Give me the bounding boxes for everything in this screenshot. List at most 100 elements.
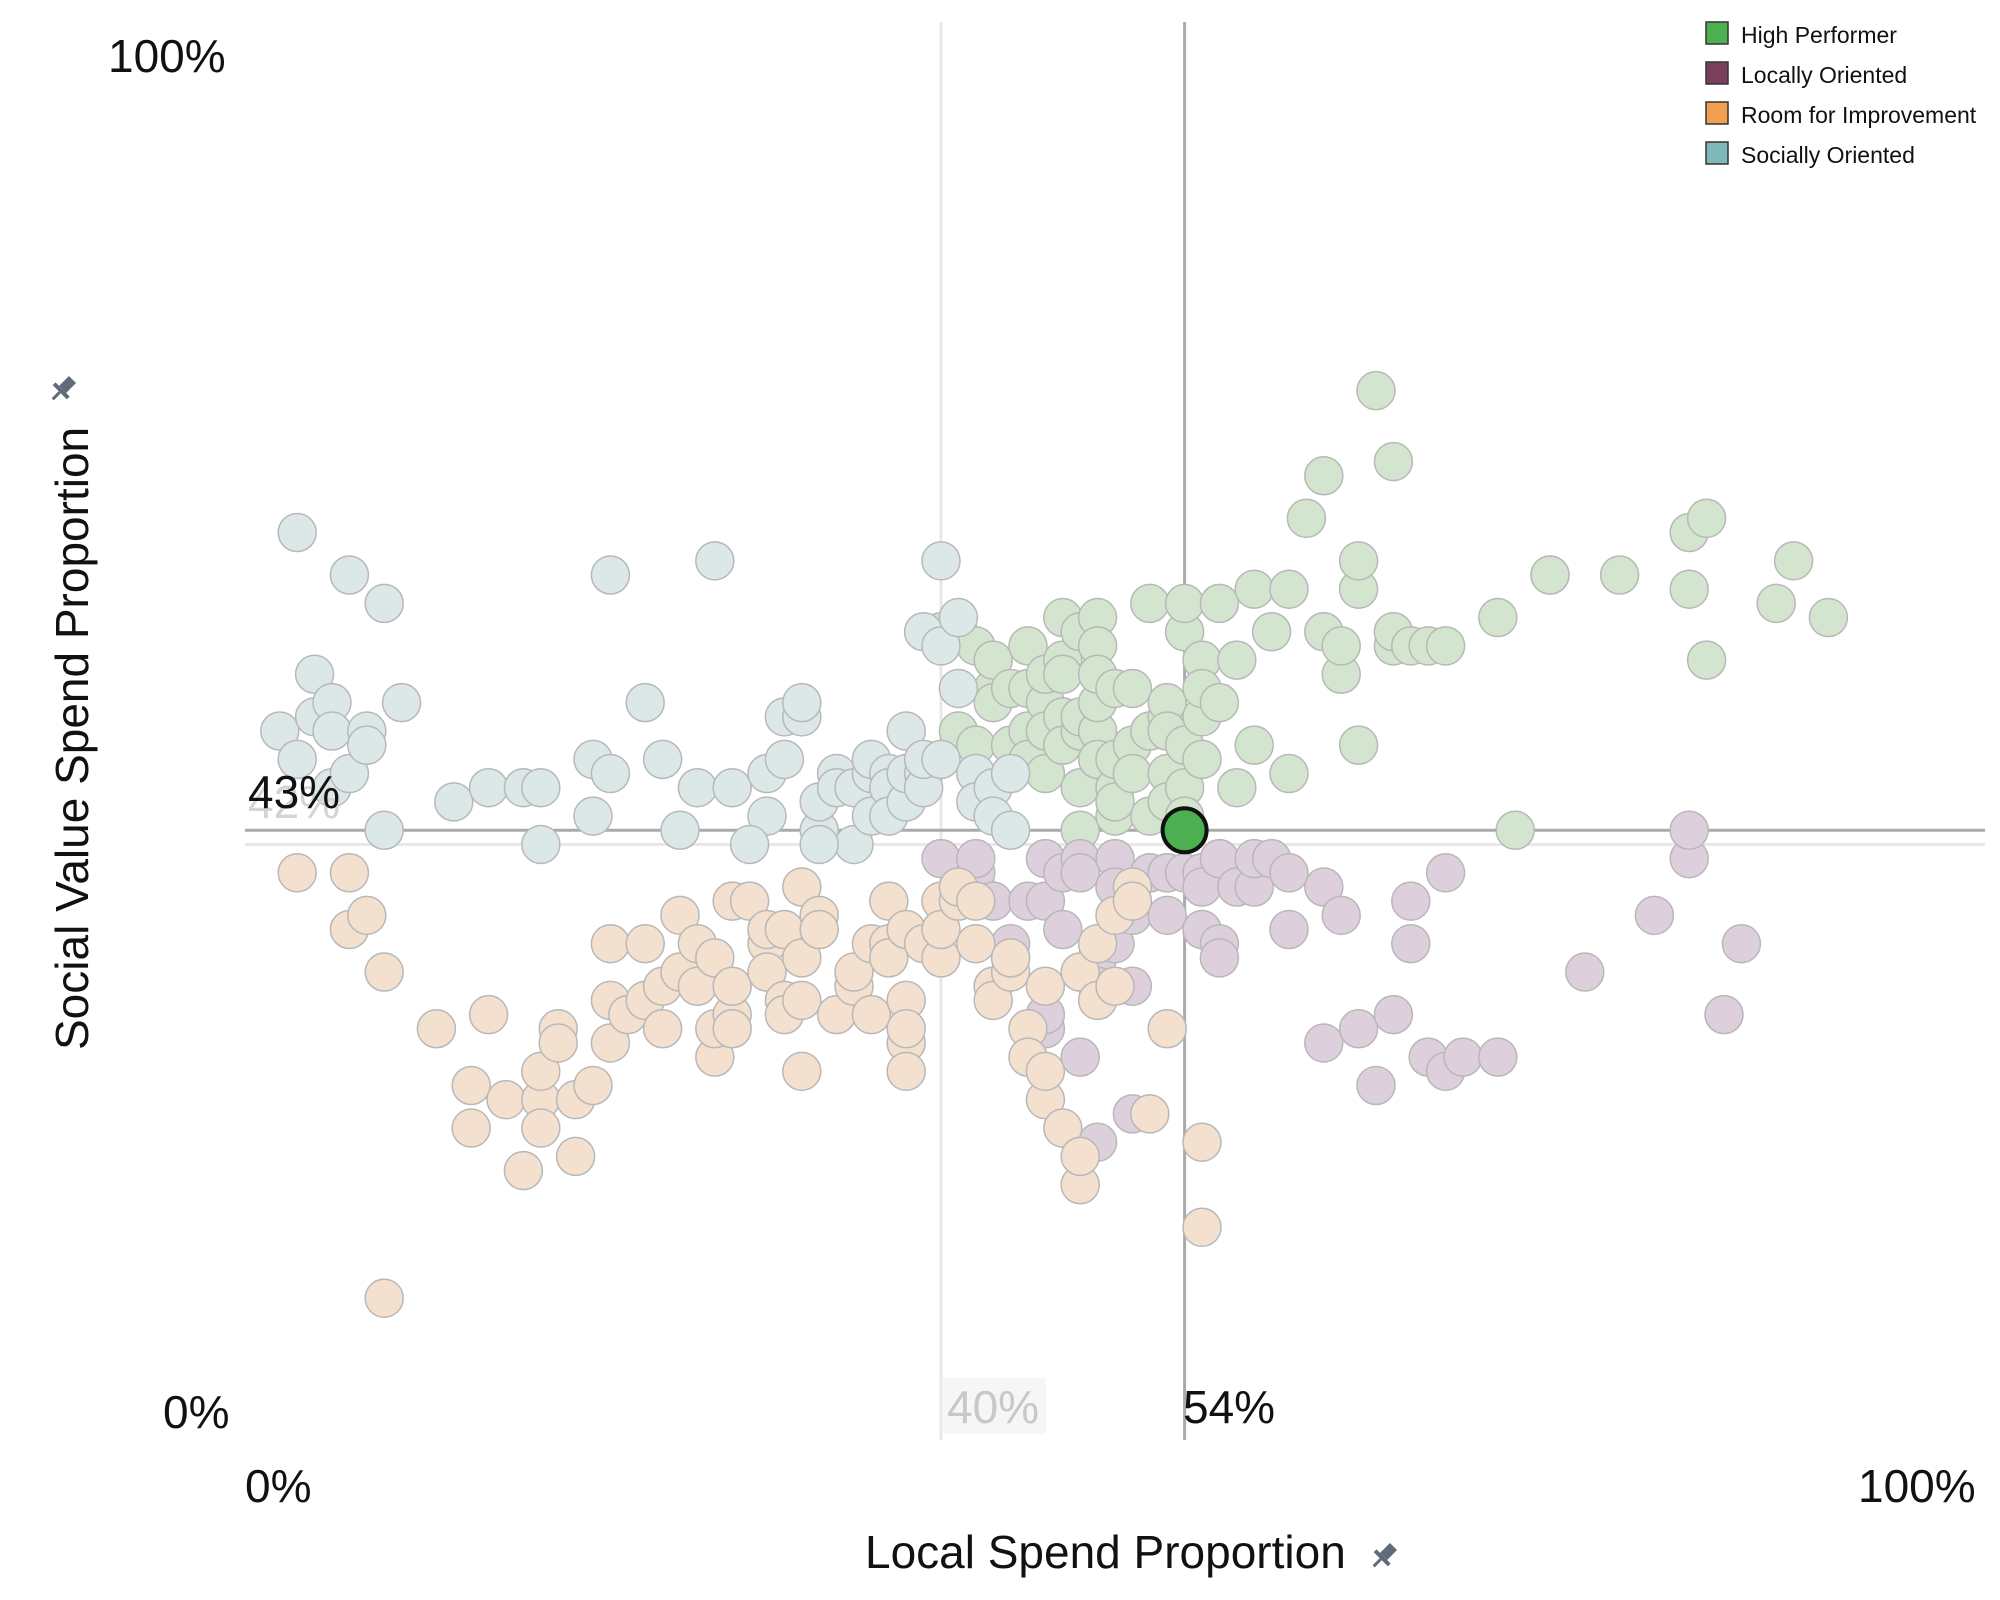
data-point[interactable] <box>486 1079 526 1120</box>
data-point[interactable] <box>364 583 404 624</box>
data-point[interactable] <box>381 682 422 723</box>
data-point[interactable] <box>1634 895 1675 936</box>
data-point[interactable] <box>468 767 509 808</box>
data-point[interactable] <box>973 980 1013 1021</box>
data-point[interactable] <box>956 881 996 921</box>
data-point[interactable] <box>1391 881 1431 921</box>
data-point[interactable] <box>677 767 718 808</box>
data-point[interactable] <box>434 782 474 822</box>
legend-item-high-performer[interactable]: High Performer <box>1705 21 1897 48</box>
data-point[interactable] <box>1199 583 1240 624</box>
data-point[interactable] <box>1147 1009 1187 1049</box>
data-point[interactable] <box>364 952 404 992</box>
legend-item-socially-oriented[interactable]: Socially Oriented <box>1705 141 1915 168</box>
data-point[interactable] <box>1060 952 1100 992</box>
data-point[interactable] <box>1721 923 1762 964</box>
data-point[interactable] <box>1130 1094 1170 1134</box>
data-point[interactable] <box>1060 853 1100 893</box>
data-point[interactable] <box>782 682 822 723</box>
data-point[interactable] <box>747 796 787 836</box>
data-point[interactable] <box>1182 1122 1222 1162</box>
data-point[interactable] <box>921 541 961 581</box>
data-point[interactable] <box>1686 640 1727 680</box>
data-point[interactable] <box>573 796 613 836</box>
data-point[interactable] <box>1373 441 1414 482</box>
data-point[interactable] <box>1269 909 1309 950</box>
data-point[interactable] <box>712 966 752 1006</box>
data-point[interactable] <box>747 952 787 992</box>
data-point[interactable] <box>1756 583 1796 624</box>
data-point[interactable] <box>834 952 874 992</box>
data-point[interactable] <box>990 810 1031 851</box>
data-point[interactable] <box>799 909 839 950</box>
data-point[interactable] <box>782 980 822 1021</box>
y-axis-pin-icon[interactable] <box>46 372 80 406</box>
data-point[interactable] <box>312 711 352 751</box>
legend-item-room-for-improvement[interactable]: Room for Improvement <box>1705 101 1977 128</box>
data-point[interactable] <box>277 512 317 553</box>
data-point[interactable] <box>642 739 683 780</box>
data-point[interactable] <box>1478 1037 1518 1077</box>
data-point[interactable] <box>1008 626 1048 666</box>
data-point[interactable] <box>1095 782 1135 822</box>
data-point[interactable] <box>521 1051 561 1092</box>
data-point[interactable] <box>1147 895 1187 936</box>
legend-item-locally-oriented[interactable]: Locally Oriented <box>1705 61 1907 88</box>
data-point[interactable] <box>347 895 387 936</box>
data-point[interactable] <box>782 1051 822 1092</box>
data-point[interactable] <box>921 739 961 780</box>
data-point[interactable] <box>1530 555 1570 595</box>
data-point[interactable] <box>1025 881 1066 921</box>
data-point[interactable] <box>1112 753 1153 794</box>
data-point[interactable] <box>538 1023 578 1063</box>
data-point[interactable] <box>416 1009 457 1049</box>
data-point[interactable] <box>521 824 561 865</box>
data-point[interactable] <box>1060 1037 1100 1077</box>
data-point[interactable] <box>921 626 961 666</box>
data-point[interactable] <box>695 938 735 978</box>
x-axis-pin-icon[interactable] <box>1367 1539 1401 1573</box>
data-point[interactable] <box>1077 923 1118 964</box>
data-point[interactable] <box>1704 994 1744 1035</box>
data-point[interactable] <box>1269 569 1309 609</box>
data-point[interactable] <box>1199 938 1240 978</box>
data-point[interactable] <box>869 938 909 978</box>
data-point[interactable] <box>1425 626 1466 666</box>
data-point[interactable] <box>886 1009 926 1049</box>
data-point[interactable] <box>695 541 735 581</box>
data-point[interactable] <box>1269 853 1309 893</box>
data-point[interactable] <box>590 1023 631 1063</box>
data-point[interactable] <box>1356 1065 1396 1106</box>
data-point[interactable] <box>886 1051 926 1092</box>
data-point[interactable] <box>364 810 404 851</box>
data-point[interactable] <box>712 1009 752 1049</box>
data-point[interactable] <box>329 853 370 893</box>
data-point[interactable] <box>329 753 370 794</box>
data-point[interactable] <box>1304 1023 1344 1063</box>
data-point[interactable] <box>590 753 631 794</box>
data-point[interactable] <box>1095 966 1135 1006</box>
data-point[interactable] <box>451 1108 491 1148</box>
data-point[interactable] <box>277 853 317 893</box>
data-point[interactable] <box>1060 1136 1100 1177</box>
data-point[interactable] <box>1478 597 1518 638</box>
data-point[interactable] <box>712 767 752 808</box>
data-point[interactable] <box>573 1065 613 1106</box>
data-point[interactable] <box>782 867 822 907</box>
data-point[interactable] <box>1495 810 1535 851</box>
data-point[interactable] <box>1043 909 1083 950</box>
data-point[interactable] <box>555 1136 596 1177</box>
data-point[interactable] <box>1669 810 1709 851</box>
data-point[interactable] <box>973 640 1013 680</box>
data-point[interactable] <box>1338 541 1379 581</box>
data-point[interactable] <box>1286 498 1327 539</box>
data-point[interactable] <box>1304 867 1344 907</box>
data-point[interactable] <box>764 739 805 780</box>
data-point[interactable] <box>799 824 839 865</box>
data-point[interactable] <box>1043 1108 1083 1148</box>
data-point[interactable] <box>1234 569 1274 609</box>
data-point[interactable] <box>1025 1051 1066 1092</box>
data-point[interactable] <box>1112 668 1153 709</box>
data-point[interactable] <box>329 555 370 595</box>
data-point[interactable] <box>277 739 317 780</box>
